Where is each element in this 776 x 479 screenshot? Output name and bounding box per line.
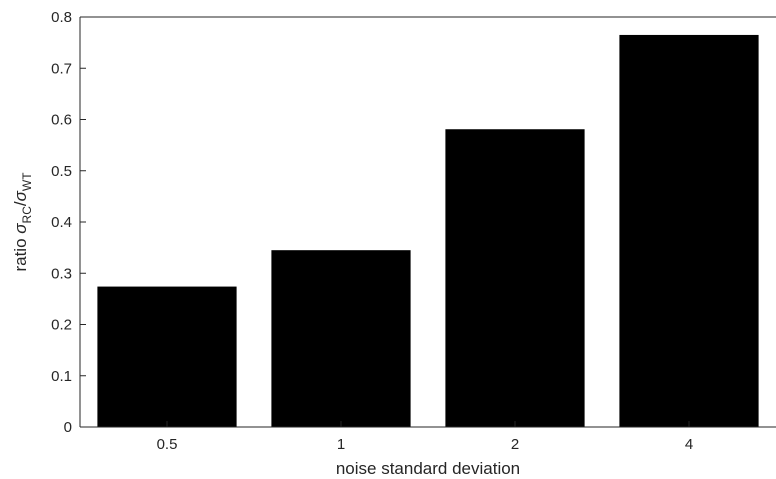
y-tick-label: 0.8 <box>51 9 72 26</box>
y-axis-title-sigma-2: σ <box>11 190 30 201</box>
x-tick-label: 4 <box>685 436 693 453</box>
bars-group <box>97 34 759 428</box>
y-axis-title-prefix: ratio <box>11 234 30 272</box>
y-tick-label: 0.7 <box>51 60 72 77</box>
x-tick-label: 0.5 <box>157 436 178 453</box>
x-ticks-group: 0.5 1 2 4 <box>157 421 693 453</box>
y-axis-title-sigma-1: σ <box>11 223 30 234</box>
y-tick-label: 0.4 <box>51 214 72 231</box>
y-tick-label: 0.2 <box>51 317 72 334</box>
y-tick-label: 0.6 <box>51 112 72 129</box>
bar-4 <box>619 34 759 427</box>
bar-2 <box>445 129 585 428</box>
x-tick-label: 1 <box>337 436 345 453</box>
y-axis-title-sub-1: RC <box>20 206 34 224</box>
bar-1 <box>271 250 411 427</box>
y-tick-label: 0.5 <box>51 163 72 180</box>
y-axis-title: ratio σRC/σWT <box>11 172 34 272</box>
y-tick-label: 0.1 <box>51 368 72 385</box>
y-ticks-group: 0 0.1 0.2 0.3 0.4 0.5 0.6 0.7 0.8 <box>51 9 86 436</box>
bar-0.5 <box>97 286 237 427</box>
y-tick-label: 0 <box>64 419 72 436</box>
x-axis-title: noise standard deviation <box>336 459 520 478</box>
y-axis-title-sub-2: WT <box>20 172 34 191</box>
y-tick-label: 0.3 <box>51 265 72 282</box>
y-axis-title-slash: / <box>11 201 30 206</box>
x-tick-label: 2 <box>511 436 519 453</box>
